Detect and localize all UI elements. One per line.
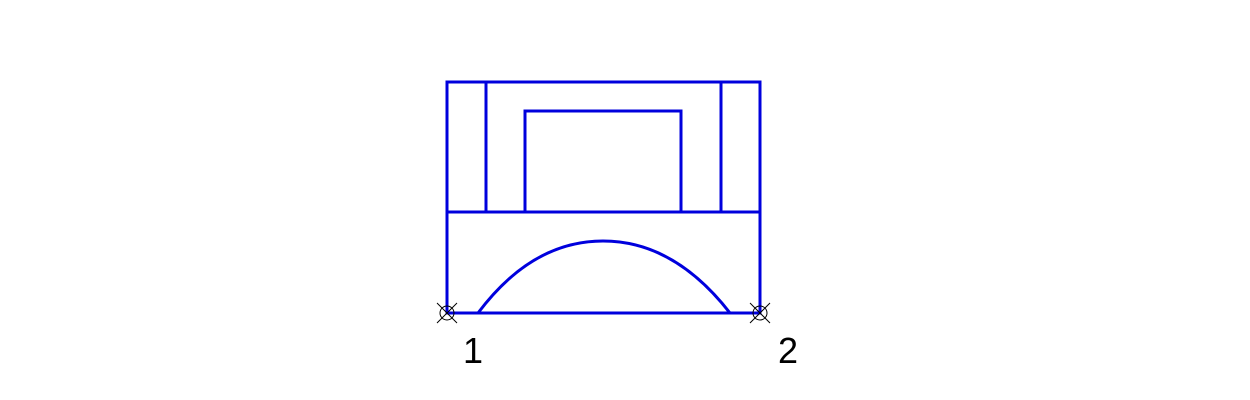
- marker-circle: [752, 305, 768, 321]
- marker-cross-b: [436, 302, 458, 324]
- cabinet-outline: [445, 80, 762, 315]
- point-label-1: 1: [463, 330, 483, 371]
- arch-curve: [476, 239, 732, 314]
- marker-circle: [439, 305, 455, 321]
- point-marker-2: 2: [749, 302, 798, 371]
- inner-panel: [523, 109, 683, 214]
- circle-cross-marker-icon: [436, 302, 458, 324]
- point-marker-1: 1: [436, 302, 483, 371]
- marker-cross-b: [749, 302, 771, 324]
- circle-cross-marker-icon: [749, 302, 771, 324]
- outer-frame: [445, 80, 762, 315]
- point-label-2: 2: [778, 330, 798, 371]
